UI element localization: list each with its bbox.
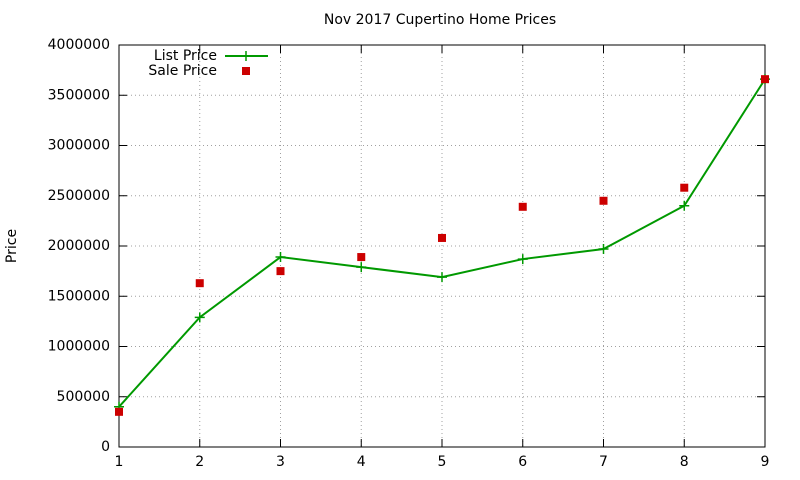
x-tick-label: 3 bbox=[276, 454, 285, 470]
legend-label: List Price bbox=[154, 48, 217, 64]
point bbox=[115, 407, 123, 416]
plot-border bbox=[118, 44, 766, 448]
x-tick-label: 1 bbox=[115, 454, 124, 470]
point bbox=[276, 267, 285, 276]
point bbox=[679, 200, 690, 211]
x-tick-label: 2 bbox=[195, 454, 204, 470]
y-tick-label: 2000000 bbox=[48, 238, 110, 254]
y-tick-label: 500000 bbox=[57, 389, 110, 405]
y-tick-label: 1500000 bbox=[48, 288, 110, 304]
x-tick-label: 4 bbox=[357, 454, 366, 470]
point bbox=[357, 253, 366, 262]
x-tick-label: 5 bbox=[438, 454, 447, 470]
point bbox=[518, 202, 527, 211]
y-tick-label: 3500000 bbox=[48, 87, 110, 103]
x-tick-label: 6 bbox=[518, 454, 527, 470]
point bbox=[275, 252, 286, 263]
y-tick-label: 0 bbox=[101, 439, 110, 455]
point bbox=[356, 262, 367, 273]
y-tick-label: 3000000 bbox=[48, 138, 110, 154]
point bbox=[437, 272, 447, 283]
legend-marker bbox=[241, 51, 251, 61]
point bbox=[599, 196, 608, 205]
point bbox=[517, 254, 528, 265]
point bbox=[598, 244, 609, 255]
chart-title: Nov 2017 Cupertino Home Prices bbox=[324, 12, 556, 28]
legend-marker bbox=[242, 67, 250, 75]
point bbox=[194, 312, 205, 323]
x-tick-label: 8 bbox=[680, 454, 689, 470]
y-tick-label: 1000000 bbox=[48, 339, 110, 355]
y-tick-label: 2500000 bbox=[48, 188, 110, 204]
point bbox=[195, 279, 204, 288]
y-tick-label: 4000000 bbox=[48, 37, 110, 53]
legend-label: Sale Price bbox=[148, 63, 217, 79]
x-tick-label: 9 bbox=[761, 454, 770, 470]
x-tick-label: 7 bbox=[599, 454, 608, 470]
point bbox=[680, 183, 689, 192]
point bbox=[438, 233, 446, 242]
point bbox=[761, 75, 769, 84]
y-axis-label: Price bbox=[4, 229, 20, 263]
